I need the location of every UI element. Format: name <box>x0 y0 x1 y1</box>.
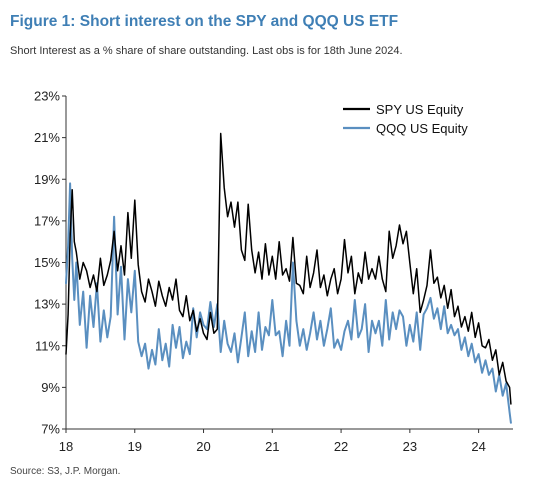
legend: SPY US Equity QQQ US Equity <box>343 102 468 136</box>
y-tick-label: 17% <box>34 213 60 228</box>
series-lines <box>65 132 512 424</box>
legend-label: SPY US Equity <box>376 102 464 117</box>
y-tick-label: 9% <box>41 380 60 395</box>
x-tick-label: 24 <box>471 439 485 454</box>
x-tick-label: 18 <box>59 439 73 454</box>
x-tick-label: 22 <box>334 439 348 454</box>
spy-series-line <box>65 132 512 405</box>
x-axis: 18 19 20 21 22 23 24 <box>59 428 513 454</box>
y-tick-label: 23% <box>34 89 60 104</box>
y-tick-label: 15% <box>34 255 60 270</box>
chart-subtitle: Short Interest as a % share of share out… <box>10 45 403 57</box>
y-tick-label: 13% <box>34 297 60 312</box>
legend-label: QQQ US Equity <box>376 121 468 136</box>
qqq-series-line <box>65 182 512 424</box>
y-tick-label: 21% <box>34 130 60 145</box>
source-note: Source: S3, J.P. Morgan. <box>10 466 121 477</box>
x-tick-label: 20 <box>196 439 210 454</box>
y-tick-label: 11% <box>35 338 60 353</box>
x-tick-label: 23 <box>403 439 417 454</box>
y-tick-label: 19% <box>34 172 60 187</box>
y-tick-label: 7% <box>41 422 60 437</box>
x-tick-label: 19 <box>128 439 142 454</box>
chart-title: Figure 1: Short interest on the SPY and … <box>10 13 399 30</box>
y-axis: 7% 9% 11% 13% 15% 17% 19% 21% 23% <box>34 89 67 437</box>
x-tick-label: 21 <box>265 439 279 454</box>
